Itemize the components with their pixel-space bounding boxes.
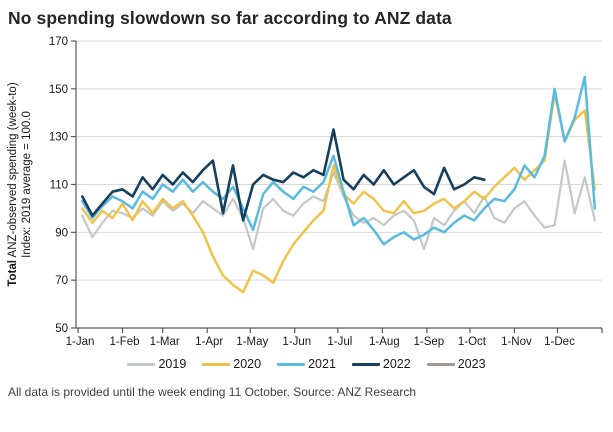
y-axis-title-line1: Total ANZ-observed spending (week-to) <box>7 82 19 286</box>
legend-label-2022: 2022 <box>382 357 411 371</box>
legend-label-2023: 2023 <box>457 357 486 371</box>
x-tick-label: 1-Jun <box>282 336 311 348</box>
x-tick-label: 1-Jul <box>327 336 352 348</box>
legend-item-2021: 2021 <box>277 357 336 371</box>
source-note: All data is provided until the week endi… <box>8 385 417 399</box>
y-tick-label: 90 <box>55 227 68 239</box>
legend-swatch-2023 <box>426 362 455 366</box>
legend-swatch-2020 <box>202 362 231 366</box>
spending-line-chart: 170 150 130 110 90 70 501-Jan 1-Feb 1-Mar 1-Apr 1-… <box>7 36 603 348</box>
y-axis-title-line2: Index: 2019 average = 100.0 <box>21 111 33 258</box>
chart-title: No spending slowdown so far according to… <box>8 8 452 28</box>
x-tick-label: 1-Sep <box>414 336 445 348</box>
x-tick-label: 1-Jan <box>66 336 95 348</box>
legend-item-2019: 2019 <box>127 357 186 371</box>
legend-label-2020: 2020 <box>233 357 262 371</box>
series-line-2022 <box>81 128 486 222</box>
chart-legend: 2019 2020 2021 2022 2023 <box>0 353 613 375</box>
legend-swatch-2022 <box>351 362 380 366</box>
series-line-2020 <box>81 92 596 294</box>
x-tick-label: 1-May <box>236 336 268 348</box>
series-line-2021 <box>81 75 597 246</box>
y-tick-label: 110 <box>50 180 68 192</box>
legend-item-2022: 2022 <box>351 357 411 371</box>
legend-label-2021: 2021 <box>308 357 336 371</box>
x-tick-label: 1-Oct <box>458 336 487 348</box>
legend-label-2019: 2019 <box>158 357 187 371</box>
y-tick-label: 150 <box>49 84 68 96</box>
legend-item-2020: 2020 <box>202 357 261 371</box>
x-tick-label: 1-Aug <box>369 336 400 348</box>
series-line-2019 <box>81 159 596 251</box>
x-tick-label: 1-Dec <box>544 336 575 348</box>
x-tick-label: 1-Feb <box>109 336 139 348</box>
legend-swatch-2021 <box>277 362 306 366</box>
x-tick-label: 1-Nov <box>501 336 532 348</box>
x-tick-label: 1-Apr <box>195 336 223 348</box>
legend-item-2023: 2023 <box>426 357 486 371</box>
y-tick-label: 50 <box>55 323 68 335</box>
y-tick-label: 70 <box>55 275 68 287</box>
y-tick-label: 170 <box>49 36 68 48</box>
legend-swatch-2019 <box>127 362 156 366</box>
x-tick-label: 1-Mar <box>150 336 180 348</box>
y-tick-label: 130 <box>49 132 68 144</box>
